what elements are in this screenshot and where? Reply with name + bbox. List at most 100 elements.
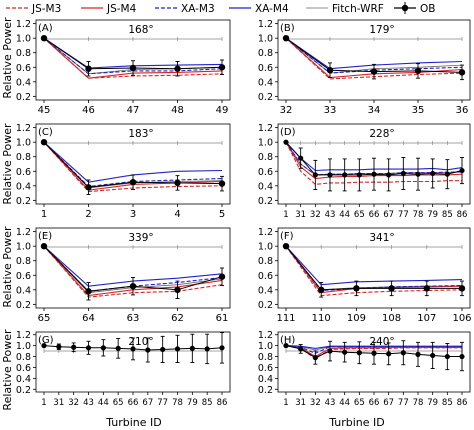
series-ob — [41, 332, 225, 365]
ob-point — [129, 64, 137, 72]
y-tick-label: 0.4 — [258, 374, 273, 385]
ob-point — [160, 346, 166, 353]
y-tick-label: 1.2 — [258, 330, 273, 341]
series-ob — [283, 340, 465, 372]
y-tick-label: 0.2 — [16, 92, 31, 103]
ob-point — [356, 172, 362, 178]
series-xa-m3 — [285, 245, 463, 292]
y-tick-label: 1.2 — [258, 19, 273, 30]
x-tick-label: 108 — [382, 313, 401, 324]
legend-label: XA-M4 — [255, 3, 289, 15]
x-axis-label: Turbine ID — [105, 416, 162, 429]
x-tick-label: 78 — [413, 398, 424, 408]
series-ob — [282, 34, 466, 81]
legend-entry: JS-M3 — [6, 3, 61, 15]
x-tick-label: 45 — [38, 105, 51, 116]
chart-panel: 0.2 0.4 0.6 0.8 1.0 1.2 65 64 63 62 61 (E) 339° — [16, 227, 231, 324]
ob-point — [145, 347, 151, 353]
ob-point — [444, 353, 450, 360]
y-tick-label: 0.2 — [258, 385, 273, 396]
y-tick-label: 0.8 — [258, 352, 273, 363]
panel-direction: 168° — [128, 24, 153, 36]
x-tick-label: 78 — [413, 210, 424, 220]
y-tick-label: 0.4 — [16, 285, 31, 296]
series-line — [285, 245, 463, 286]
y-tick-label: 0.8 — [16, 256, 31, 267]
ob-point — [386, 351, 392, 357]
ob-point — [40, 138, 48, 146]
ob-point — [189, 345, 195, 351]
y-tick-label: 1.0 — [258, 341, 273, 352]
y-axis-label: Relative Power — [1, 329, 14, 411]
ob-point — [356, 350, 362, 356]
series-line — [285, 245, 463, 297]
panel-letter: (E) — [38, 231, 52, 242]
y-tick-label: 1.0 — [258, 34, 273, 45]
ob-point — [115, 345, 121, 351]
x-tick-label: 67 — [383, 210, 394, 220]
legend-entry: Fitch-WRF — [306, 3, 384, 15]
panel-letter: (F) — [280, 231, 294, 242]
ob-point — [423, 285, 430, 292]
x-tick-label: 66 — [128, 398, 139, 408]
y-tick-label: 0.6 — [16, 63, 31, 74]
y-tick-label: 0.4 — [16, 374, 31, 385]
y-tick-label: 0.6 — [16, 167, 31, 178]
ob-point — [174, 286, 181, 294]
ob-point — [444, 171, 450, 177]
y-tick-label: 0.8 — [258, 48, 273, 59]
y-tick-label: 0.8 — [16, 152, 31, 163]
legend-label: JS-M3 — [31, 3, 61, 15]
x-tick-label: 65 — [354, 398, 365, 408]
x-tick-label: 43 — [325, 398, 336, 408]
ob-point — [459, 353, 465, 360]
ob-point — [326, 66, 334, 74]
ob-point — [218, 64, 226, 71]
panel-letter: (D) — [280, 127, 296, 138]
x-tick-label: 43 — [83, 398, 94, 408]
y-tick-label: 0.2 — [16, 385, 31, 396]
panel-letter: (H) — [280, 335, 295, 346]
ob-point — [371, 171, 377, 177]
y-tick-label: 0.2 — [16, 300, 31, 311]
y-tick-label: 0.4 — [16, 181, 31, 192]
panel-direction: 339° — [128, 232, 153, 244]
x-tick-label: 77 — [398, 398, 409, 408]
y-tick-label: 0.2 — [258, 196, 273, 207]
panels: 0.20.40.60.81.01.245 46 47 48 49(A) 168°0.20.… — [16, 19, 472, 408]
panel-letter: (A) — [38, 23, 53, 34]
y-tick-label: 1.0 — [16, 341, 31, 352]
y-tick-label: 1.2 — [16, 123, 31, 134]
legend-label: XA-M3 — [181, 3, 215, 15]
series-ob — [40, 242, 226, 301]
y-tick-label: 1.0 — [16, 242, 31, 253]
ob-point — [312, 172, 318, 178]
x-axis-label: Turbine ID — [328, 416, 385, 429]
x-tick-label: 1 — [41, 398, 46, 408]
ob-point — [327, 348, 333, 354]
series-line — [285, 37, 463, 74]
y-tick-label: 0.4 — [258, 285, 273, 296]
ob-point — [353, 285, 360, 292]
x-tick-label: 3 — [130, 209, 136, 220]
y-tick-label: 0.8 — [16, 352, 31, 363]
ob-point — [458, 285, 466, 292]
chart-panel: 0.2 0.4 0.6 0.8 1.0 1.2 1 2 3 4 5 (C) 183° — [16, 123, 231, 220]
x-tick-label: 34 — [368, 105, 381, 116]
panel-frame — [277, 227, 471, 309]
ob-point — [218, 180, 226, 187]
y-tick-label: 0.4 — [258, 181, 273, 192]
x-tick-label: 1 — [283, 398, 288, 408]
x-tick-label: 65 — [113, 398, 124, 408]
x-tick-label: 79 — [427, 398, 438, 408]
ob-point — [100, 345, 106, 351]
chart-panel: 0.2 0.4 0.6 0.8 1.0 1.2 111 110 109 108 107 106 (F) 3… — [258, 227, 472, 324]
y-tick-label: 0.8 — [258, 256, 273, 267]
x-tick-label: 77 — [157, 398, 168, 408]
x-tick-label: 32 — [310, 210, 321, 220]
panel-direction: 179° — [369, 24, 394, 36]
x-tick-label: 44 — [339, 210, 350, 220]
panel-direction: 228° — [369, 128, 394, 140]
x-tick-label: 31 — [295, 398, 306, 408]
